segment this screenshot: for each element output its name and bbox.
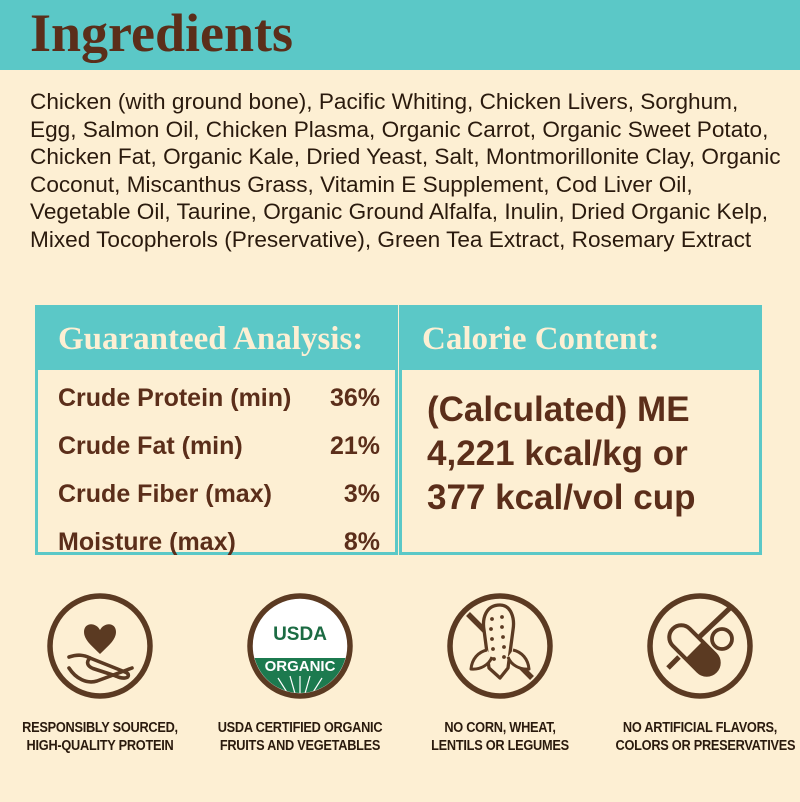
svg-text:ORGANIC: ORGANIC xyxy=(265,658,336,675)
svg-text:USDA: USDA xyxy=(273,624,327,645)
